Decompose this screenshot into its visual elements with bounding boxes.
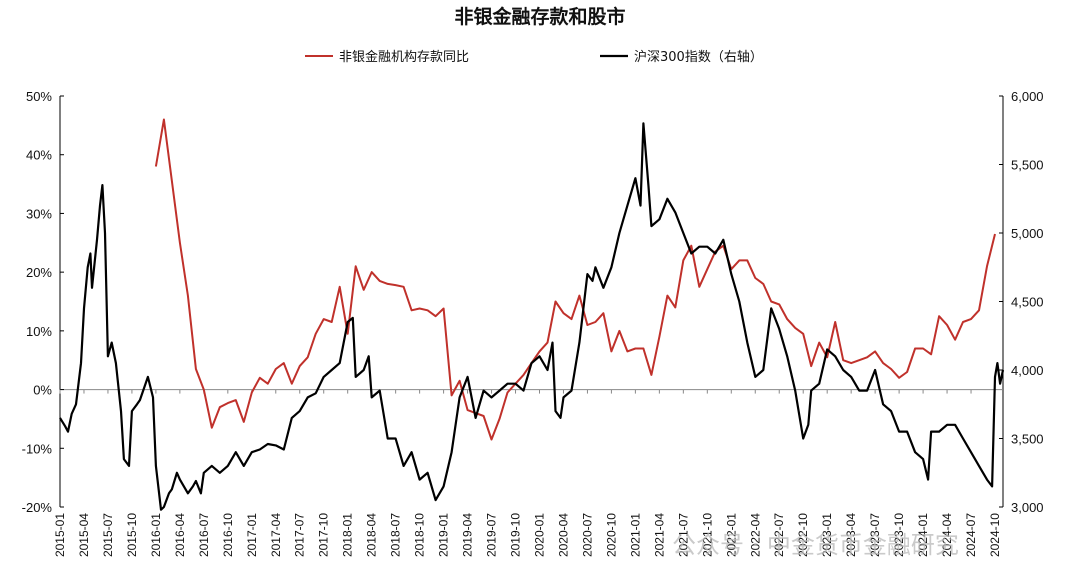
x-tick-label: 2017-04 xyxy=(269,513,283,557)
left-tick-label: 20% xyxy=(26,265,52,280)
x-tick-label: 2024-01 xyxy=(916,513,930,557)
right-tick-label: 3,500 xyxy=(1011,432,1044,447)
x-tick-label: 2024-07 xyxy=(964,513,978,557)
x-tick-label: 2018-01 xyxy=(341,513,355,557)
left-tick-label: 40% xyxy=(26,148,52,163)
watermark: 公众号 · 中金货币金融研究 xyxy=(672,531,959,559)
right-axis-ticks: 3,000 3,500 4,000 4,500 5,000 5,500 6,000 xyxy=(999,89,1044,515)
x-tick-label: 2017-01 xyxy=(245,513,259,557)
x-tick-label: 2020-04 xyxy=(556,513,570,557)
right-tick-label: 5,500 xyxy=(1011,158,1044,173)
x-tick-label: 2015-07 xyxy=(101,513,115,557)
x-tick-label: 2022-01 xyxy=(724,513,738,557)
x-tick-label: 2022-10 xyxy=(796,513,810,557)
x-tick-label: 2017-10 xyxy=(317,513,331,557)
x-tick-label: 2015-04 xyxy=(77,513,91,557)
right-tick-label: 3,000 xyxy=(1011,500,1044,515)
x-tick-label: 2019-10 xyxy=(509,513,523,557)
x-tick-label: 2016-10 xyxy=(221,513,235,557)
chart-title: 非银金融存款和股市 xyxy=(454,6,626,28)
x-tick-label: 2018-10 xyxy=(413,513,427,557)
legend: 非银金融机构存款同比 沪深300指数（右轴） xyxy=(305,49,763,65)
axes xyxy=(59,96,1004,507)
series-line-csi300 xyxy=(59,122,1005,511)
x-tick-label: 2019-04 xyxy=(461,513,475,557)
x-axis-ticks: 2015-01 2015-04 2015-07 2015-10 2016-01 2016-… xyxy=(53,389,1002,557)
legend-label-csi300: 沪深300指数（右轴） xyxy=(634,49,763,65)
left-tick-label: 30% xyxy=(26,206,52,221)
left-tick-label: -20% xyxy=(22,500,53,515)
series-layer xyxy=(59,118,1005,511)
right-tick-label: 5,000 xyxy=(1011,226,1044,241)
x-tick-label: 2021-10 xyxy=(700,513,714,557)
x-tick-label: 2020-01 xyxy=(532,513,546,557)
x-tick-label: 2017-07 xyxy=(293,513,307,557)
right-tick-label: 6,000 xyxy=(1011,89,1044,104)
x-tick-label: 2024-04 xyxy=(940,513,954,557)
x-tick-label: 2022-07 xyxy=(772,513,786,557)
x-tick-label: 2016-01 xyxy=(149,513,163,557)
series-line-deposit xyxy=(154,118,996,441)
left-tick-label: 10% xyxy=(26,324,52,339)
x-tick-label: 2023-10 xyxy=(892,513,906,557)
x-tick-label: 2021-01 xyxy=(628,513,642,557)
x-tick-label: 2023-04 xyxy=(844,513,858,557)
x-tick-label: 2016-04 xyxy=(173,513,187,557)
left-axis-ticks: -20% -10% 0% 10% 20% 30% 40% 50% xyxy=(22,89,64,515)
left-tick-label: -10% xyxy=(22,441,53,456)
x-tick-label: 2020-07 xyxy=(580,513,594,557)
left-tick-label: 50% xyxy=(26,89,52,104)
x-tick-label: 2024-10 xyxy=(988,513,1002,557)
legend-label-deposit: 非银金融机构存款同比 xyxy=(339,49,469,65)
x-tick-label: 2018-07 xyxy=(389,513,403,557)
x-tick-label: 2022-04 xyxy=(748,513,762,557)
x-tick-label: 2015-01 xyxy=(53,513,67,557)
x-tick-label: 2019-01 xyxy=(437,513,451,557)
x-tick-label: 2018-04 xyxy=(365,513,379,557)
x-tick-label: 2015-10 xyxy=(125,513,139,557)
left-tick-label: 0% xyxy=(33,383,52,398)
x-tick-label: 2019-07 xyxy=(485,513,499,557)
x-tick-label: 2016-07 xyxy=(197,513,211,557)
x-tick-label: 2020-10 xyxy=(604,513,618,557)
right-tick-label: 4,500 xyxy=(1011,295,1044,310)
x-tick-label: 2021-07 xyxy=(676,513,690,557)
x-tick-label: 2023-01 xyxy=(820,513,834,557)
right-tick-label: 4,000 xyxy=(1011,363,1044,378)
x-tick-label: 2023-07 xyxy=(868,513,882,557)
x-tick-label: 2021-04 xyxy=(652,513,666,557)
